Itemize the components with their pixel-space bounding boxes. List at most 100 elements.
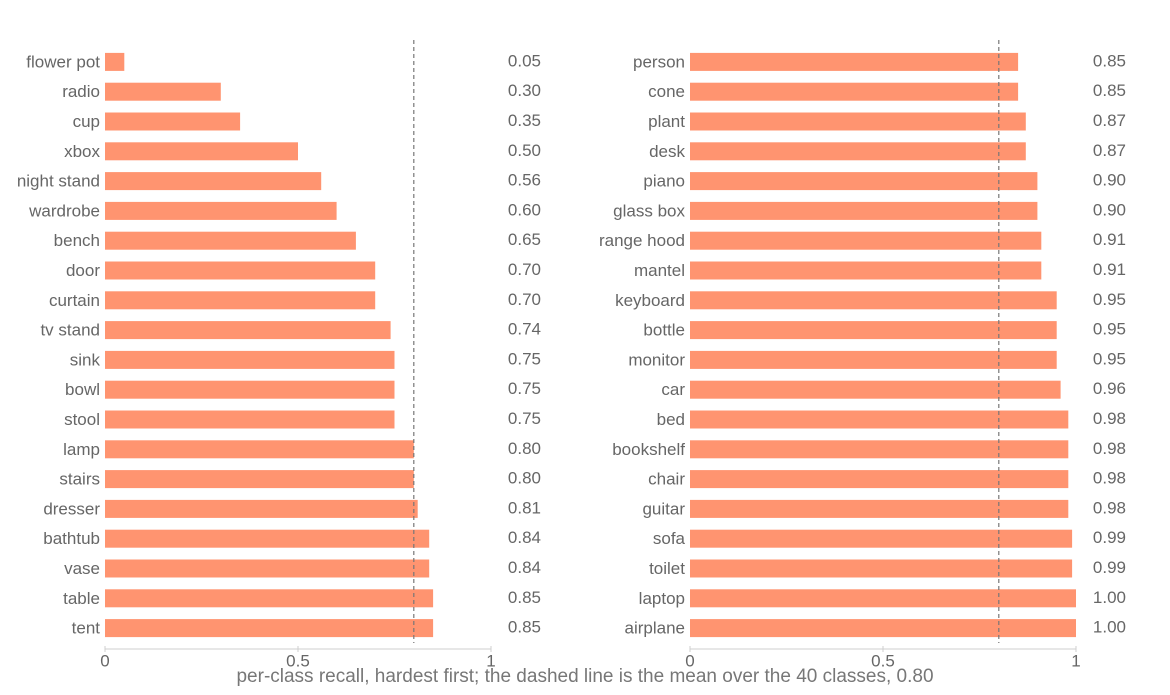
bar-keyboard <box>690 291 1057 310</box>
value-label: 0.90 <box>1093 171 1126 190</box>
x-tick-label: 0 <box>100 652 109 671</box>
bar-vase <box>105 559 430 578</box>
category-label: sofa <box>653 529 686 548</box>
bar-dresser <box>105 499 418 518</box>
bar-curtain <box>105 291 376 310</box>
value-label: 0.74 <box>508 320 541 339</box>
value-label: 0.65 <box>508 230 541 249</box>
category-label: tent <box>72 619 101 638</box>
value-label: 0.80 <box>508 469 541 488</box>
value-label: 0.35 <box>508 111 541 130</box>
category-label: cup <box>73 112 100 131</box>
bar-toilet <box>690 559 1073 578</box>
bar-chair <box>690 470 1069 489</box>
value-label: 0.50 <box>508 141 541 160</box>
category-label: lamp <box>63 440 100 459</box>
value-label: 0.70 <box>508 290 541 309</box>
category-label: person <box>633 52 685 71</box>
bar-bookshelf <box>690 440 1069 459</box>
category-label: monitor <box>628 350 685 369</box>
category-label: stool <box>64 410 100 429</box>
x-tick-label: 0.5 <box>871 652 895 671</box>
chart-caption: per-class recall, hardest first; the das… <box>236 666 934 687</box>
bar-tv-stand <box>105 321 391 340</box>
category-label: curtain <box>49 291 100 310</box>
value-label: 0.05 <box>508 51 541 70</box>
value-label: 0.99 <box>1093 558 1126 577</box>
bar-mantel <box>690 261 1042 280</box>
bar-night-stand <box>105 172 322 191</box>
x-tick-label: 1 <box>1071 652 1080 671</box>
value-label: 0.75 <box>508 379 541 398</box>
category-label: bowl <box>65 380 100 399</box>
category-label: keyboard <box>615 291 685 310</box>
bar-monitor <box>690 350 1057 369</box>
bar-xbox <box>105 142 298 161</box>
category-label: airplane <box>625 619 686 638</box>
category-label: bed <box>657 410 685 429</box>
value-label: 0.80 <box>508 439 541 458</box>
bar-desk <box>690 142 1026 161</box>
value-label: 0.85 <box>1093 81 1126 100</box>
bar-stairs <box>105 470 414 489</box>
category-label: mantel <box>634 261 685 280</box>
value-label: 0.85 <box>1093 51 1126 70</box>
bar-piano <box>690 172 1038 191</box>
x-tick-label: 0.5 <box>286 652 310 671</box>
bar-lamp <box>105 440 414 459</box>
value-label: 0.98 <box>1093 439 1126 458</box>
bar-stool <box>105 410 395 429</box>
category-label: bench <box>54 231 100 250</box>
value-label: 1.00 <box>1093 588 1126 607</box>
bar-door <box>105 261 376 280</box>
category-label: table <box>63 589 100 608</box>
value-label: 0.98 <box>1093 498 1126 517</box>
value-label: 0.87 <box>1093 111 1126 130</box>
value-label: 1.00 <box>1093 618 1126 637</box>
category-label: dresser <box>43 499 100 518</box>
value-label: 0.95 <box>1093 320 1126 339</box>
value-label: 0.95 <box>1093 349 1126 368</box>
value-label: 0.56 <box>508 171 541 190</box>
category-label: night stand <box>17 172 100 191</box>
bar-cone <box>690 82 1019 101</box>
bar-range-hood <box>690 231 1042 250</box>
bar-sofa <box>690 529 1073 548</box>
category-label: xbox <box>64 142 100 161</box>
category-label: bookshelf <box>612 440 685 459</box>
value-label: 0.75 <box>508 349 541 368</box>
category-label: car <box>661 380 685 399</box>
value-label: 0.85 <box>508 588 541 607</box>
x-tick-label: 1 <box>486 652 495 671</box>
value-label: 0.99 <box>1093 528 1126 547</box>
category-label: sink <box>70 350 101 369</box>
bar-laptop <box>690 589 1076 608</box>
value-label: 0.30 <box>508 81 541 100</box>
bar-glass-box <box>690 201 1038 220</box>
bar-bench <box>105 231 356 250</box>
category-label: radio <box>62 82 100 101</box>
category-label: vase <box>64 559 100 578</box>
category-label: bottle <box>643 321 685 340</box>
category-label: chair <box>648 470 685 489</box>
bar-bottle <box>690 321 1057 340</box>
bar-flower-pot <box>105 52 125 71</box>
x-tick-label: 0 <box>685 652 694 671</box>
value-label: 0.98 <box>1093 409 1126 428</box>
category-label: guitar <box>642 499 685 518</box>
category-label: bathtub <box>43 529 100 548</box>
bar-guitar <box>690 499 1069 518</box>
category-label: laptop <box>639 589 685 608</box>
bar-sink <box>105 350 395 369</box>
bar-table <box>105 589 434 608</box>
bar-cup <box>105 112 241 131</box>
bar-person <box>690 52 1019 71</box>
value-label: 0.96 <box>1093 379 1126 398</box>
bar-bowl <box>105 380 395 399</box>
value-label: 0.60 <box>508 200 541 219</box>
value-label: 0.87 <box>1093 141 1126 160</box>
category-label: tv stand <box>40 321 100 340</box>
